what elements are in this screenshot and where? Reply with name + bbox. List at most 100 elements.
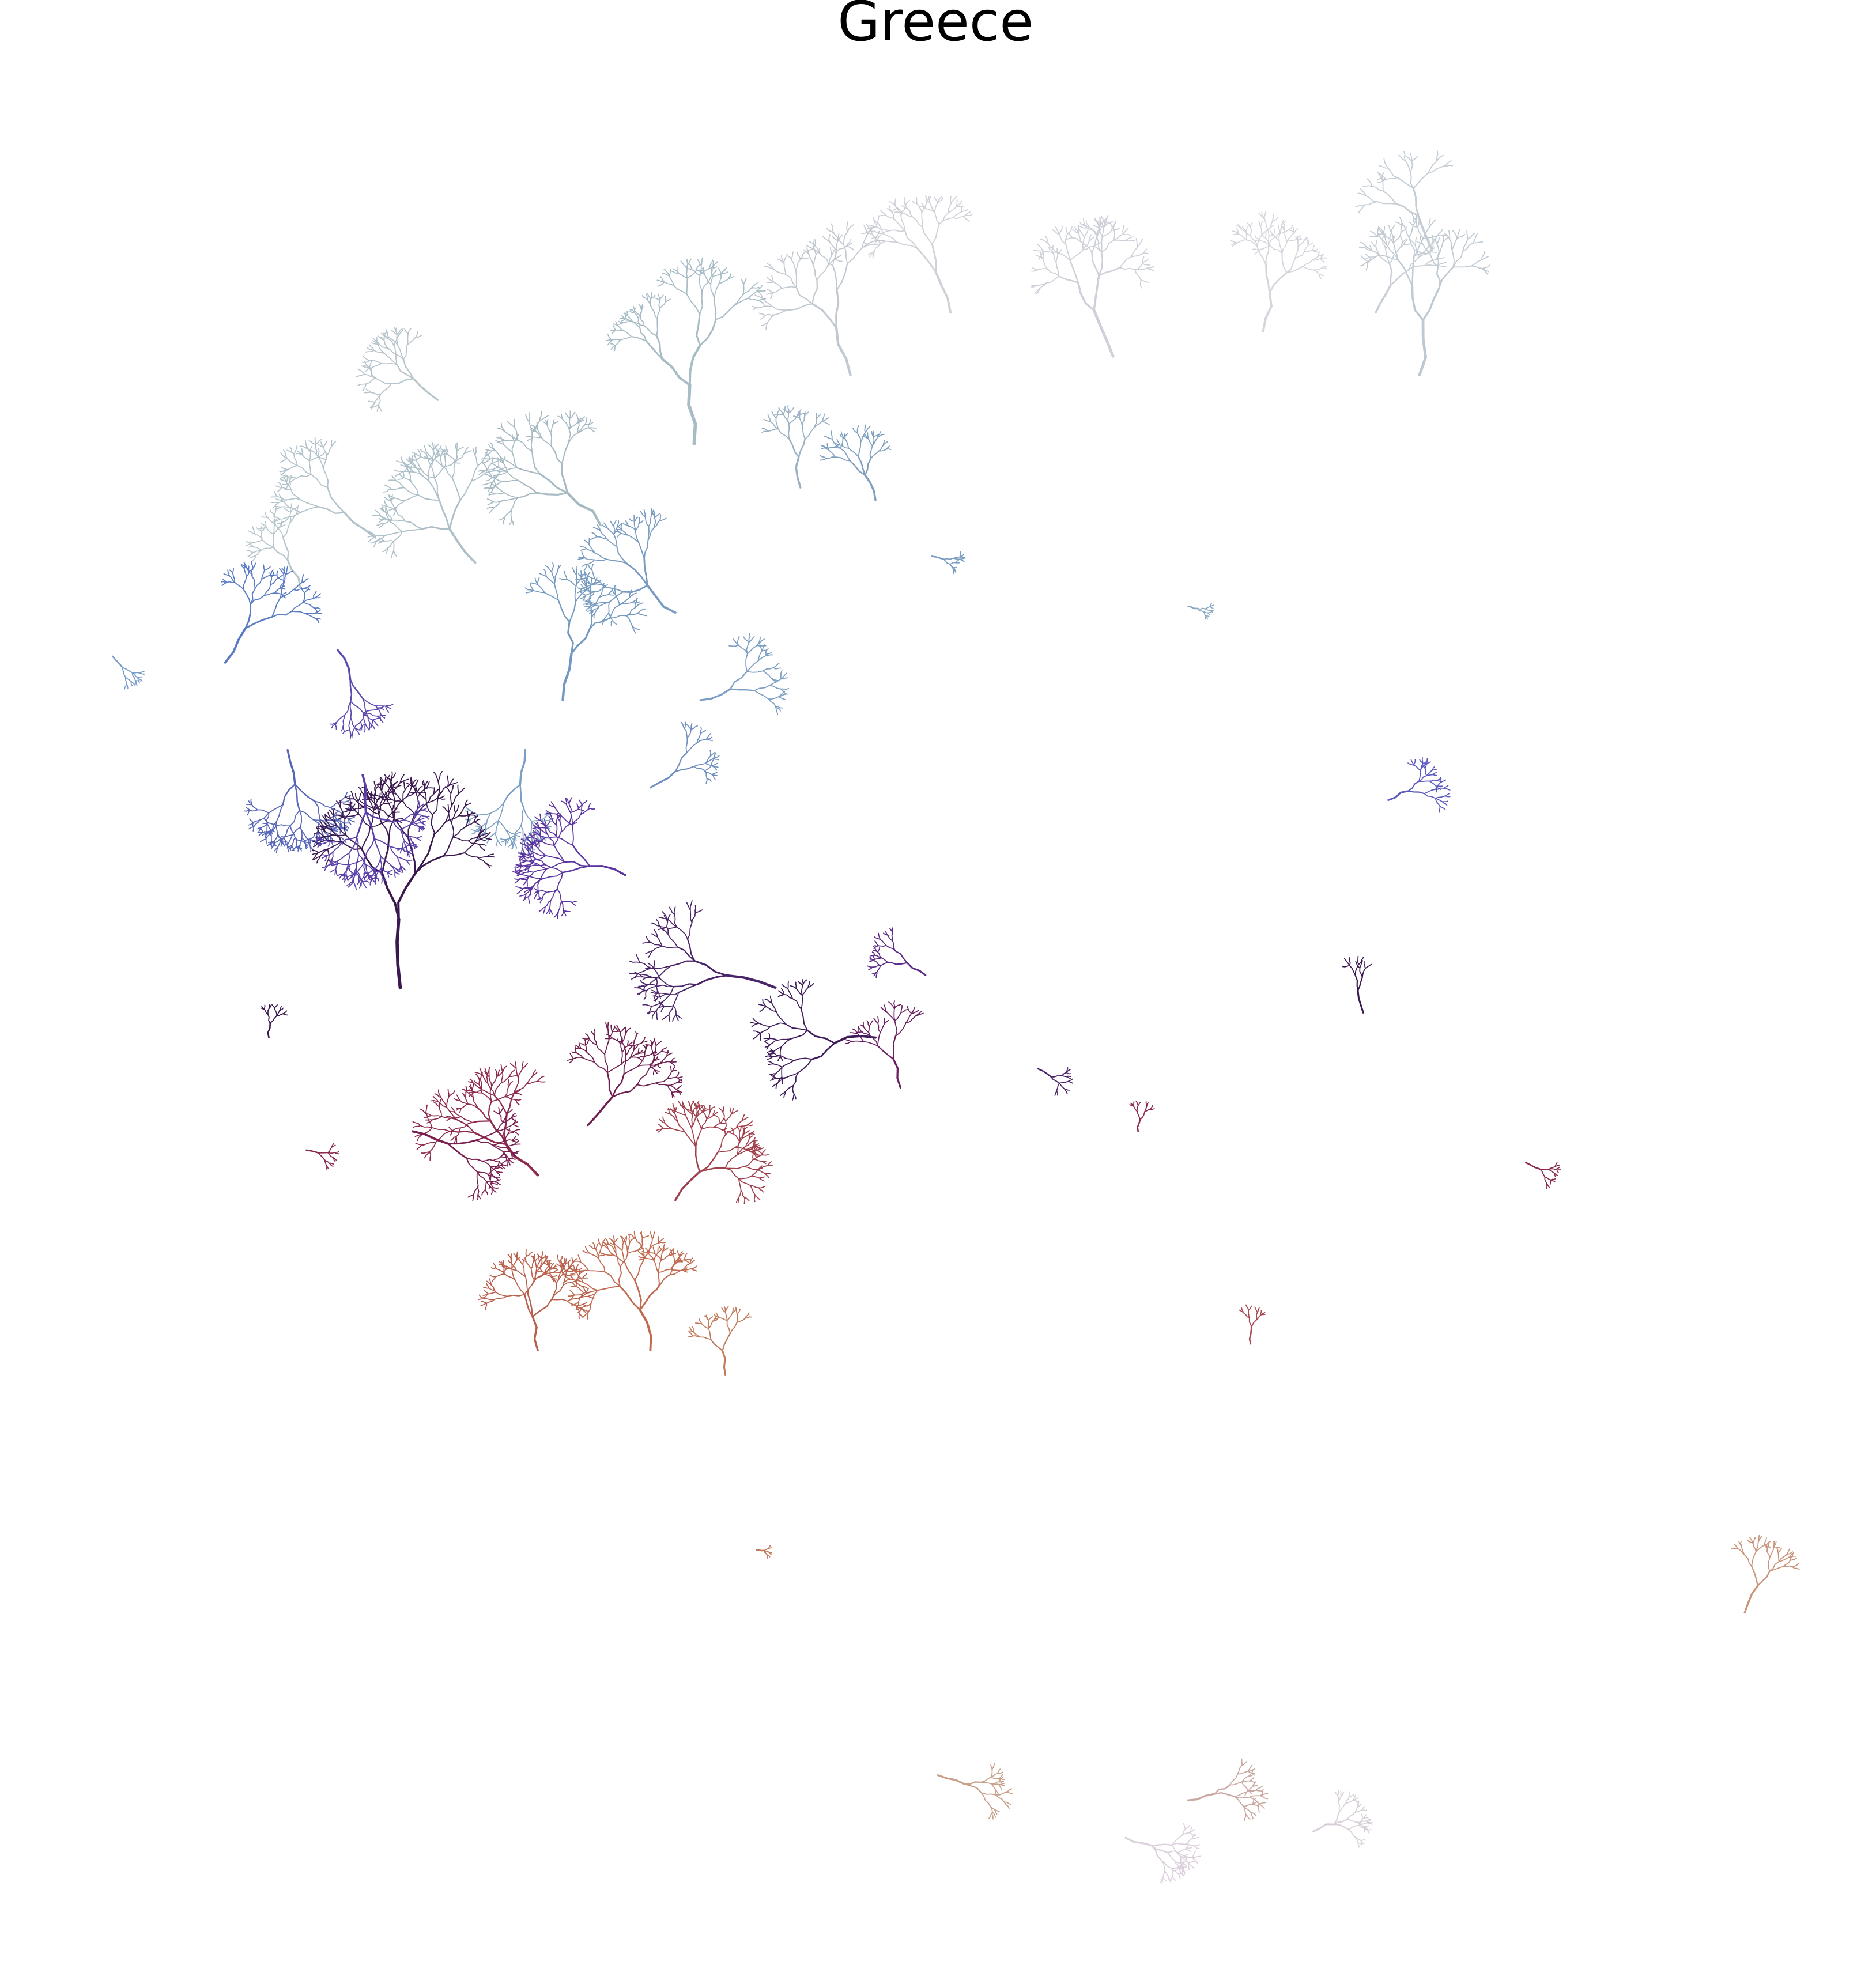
river: [621, 1041, 626, 1056]
river: [1360, 241, 1369, 249]
river: [585, 1040, 590, 1046]
river: [496, 1069, 500, 1078]
river: [428, 464, 431, 481]
river: [232, 574, 235, 583]
river: [248, 825, 255, 830]
river: [1252, 1785, 1259, 1787]
river: [327, 839, 332, 847]
river: [762, 999, 767, 1007]
river: [768, 1061, 775, 1065]
river: [535, 846, 547, 856]
river: [561, 1265, 564, 1275]
river: [258, 832, 264, 837]
river: [464, 799, 469, 807]
river: [870, 954, 876, 957]
river: [1320, 258, 1325, 263]
river: [1170, 1876, 1173, 1883]
river: [731, 1110, 738, 1115]
river: [492, 1157, 501, 1161]
river: [670, 1114, 678, 1122]
river: [320, 441, 324, 448]
river: [485, 449, 496, 452]
river: [560, 824, 569, 833]
river: [334, 868, 337, 875]
river: [486, 853, 494, 857]
river: [282, 536, 289, 561]
river: [431, 460, 435, 479]
river: [756, 290, 764, 299]
river: [649, 1064, 658, 1066]
river: [658, 293, 660, 301]
river: [479, 1067, 484, 1076]
river: [455, 804, 459, 813]
river: [669, 1269, 684, 1275]
river: [675, 1014, 682, 1019]
river: [826, 443, 830, 451]
river: [701, 1323, 709, 1329]
river: [522, 1256, 527, 1265]
river: [849, 460, 866, 476]
river: [1280, 225, 1285, 233]
river: [567, 1058, 574, 1061]
river: [223, 573, 231, 577]
river: [1383, 190, 1397, 205]
river: [503, 1133, 509, 1142]
river: [1122, 228, 1129, 235]
river: [280, 584, 284, 599]
river: [799, 257, 810, 260]
river: [524, 852, 535, 856]
river: [514, 426, 518, 441]
river: [1369, 235, 1380, 237]
river: [792, 1084, 795, 1095]
river: [370, 791, 372, 800]
river: [949, 562, 956, 565]
river: [654, 1038, 657, 1046]
river: [655, 1010, 658, 1021]
river: [686, 742, 697, 754]
river: [348, 816, 356, 820]
river: [579, 799, 583, 806]
river: [567, 432, 579, 445]
river: [662, 911, 668, 920]
river: [511, 497, 519, 510]
river: [581, 800, 588, 806]
river: [1233, 1791, 1247, 1797]
river: [1184, 1824, 1191, 1830]
river: [345, 813, 360, 818]
river: [388, 507, 397, 511]
river: [1389, 233, 1391, 241]
river: [1050, 1076, 1060, 1084]
river: [286, 558, 301, 589]
river: [640, 980, 647, 985]
river: [998, 1783, 1005, 1786]
river: [1302, 266, 1314, 271]
river: [1408, 264, 1425, 271]
river: [312, 819, 326, 822]
river: [369, 722, 375, 730]
river: [463, 447, 469, 455]
river: [533, 830, 538, 835]
river: [271, 574, 278, 578]
river: [751, 1146, 754, 1152]
river: [484, 1068, 488, 1075]
river: [1137, 1102, 1141, 1106]
river: [1265, 243, 1270, 266]
river: [896, 207, 904, 214]
river: [780, 1038, 791, 1048]
river: [809, 241, 816, 247]
river: [1191, 1857, 1198, 1864]
river: [801, 985, 803, 996]
river: [1456, 233, 1466, 240]
river: [1385, 239, 1391, 250]
river: [574, 585, 577, 603]
river: [527, 871, 534, 880]
river: [584, 589, 595, 592]
river: [289, 475, 292, 482]
river: [137, 676, 143, 679]
river: [290, 507, 298, 513]
river: [1265, 263, 1271, 294]
river: [656, 965, 671, 979]
river: [414, 840, 433, 875]
river: [1111, 227, 1120, 231]
river: [481, 1092, 492, 1102]
